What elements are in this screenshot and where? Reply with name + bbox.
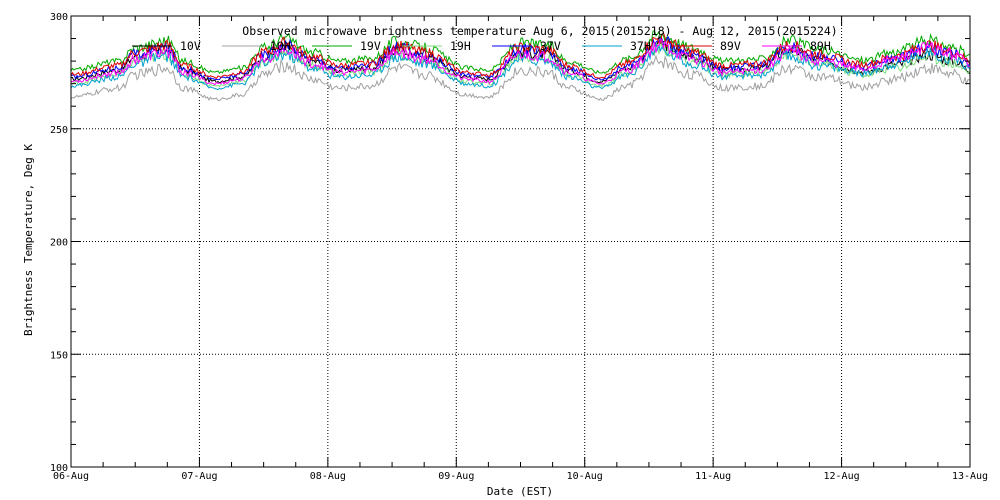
x-tick-label: 06-Aug: [53, 471, 89, 482]
legend-label-37h: 37H: [630, 39, 651, 53]
y-tick-label: 200: [50, 238, 68, 249]
legend-label-37v: 37V: [540, 39, 561, 53]
y-tick-label: 300: [50, 12, 68, 23]
axis-ticks: [70, 15, 971, 468]
legend-label-19h: 19H: [450, 39, 471, 53]
x-tick-label: 10-Aug: [567, 471, 603, 482]
legend: 10V 10H 19V 19H 37V 37H 89V 89H: [132, 39, 831, 53]
x-tick-label: 12-Aug: [824, 471, 860, 482]
legend-label-10v: 10V: [180, 39, 201, 53]
series-line-10h: [70, 54, 970, 102]
series-lines: [70, 29, 970, 102]
series-line-89h: [71, 38, 970, 86]
legend-label-10h: 10H: [270, 39, 291, 53]
x-axis-title: Date (EST): [487, 485, 553, 498]
legend-label-89h: 89H: [810, 39, 831, 53]
legend-label-19v: 19V: [360, 39, 381, 53]
y-tick-label: 100: [50, 463, 68, 474]
y-tick-label: 150: [50, 350, 68, 361]
y-axis-title: Brightness Temperature, Deg K: [22, 144, 35, 336]
series-line-19h: [70, 41, 970, 88]
x-tick-label: 07-Aug: [181, 471, 217, 482]
tick-labels: 100 150 200 250 300 06-Aug 07-Aug 08-Aug 09-Aug 1…: [50, 12, 988, 482]
x-tick-label: 08-Aug: [310, 471, 346, 482]
series-line-89v: [70, 32, 970, 80]
x-tick-label: 09-Aug: [438, 471, 474, 482]
chart-title: Observed microwave brightness temperatur…: [242, 24, 837, 38]
grid-lines: [71, 16, 970, 467]
x-tick-label: 11-Aug: [695, 471, 731, 482]
y-tick-label: 250: [50, 125, 68, 136]
legend-label-89v: 89V: [720, 39, 741, 53]
x-tick-label: 13-Aug: [952, 471, 988, 482]
